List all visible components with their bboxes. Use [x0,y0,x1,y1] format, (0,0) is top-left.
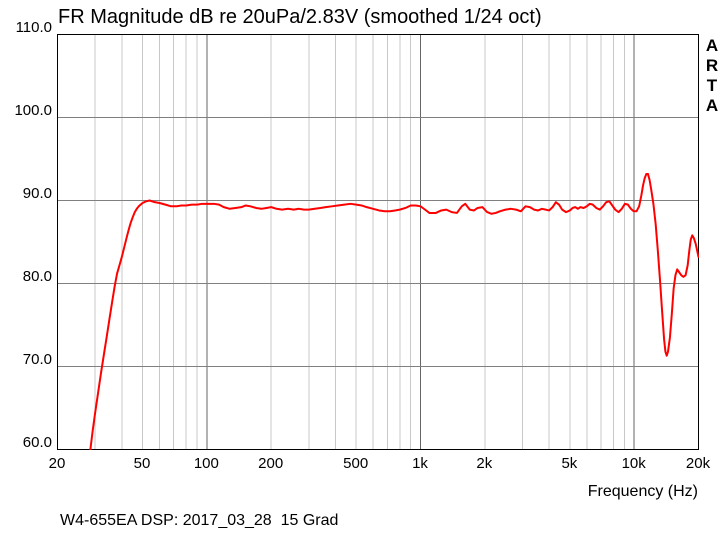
x-tick-label: 50 [133,455,151,472]
watermark-letter: A [705,96,719,115]
y-tick-label: 80.0 [22,268,52,285]
x-tick-label: 200 [258,455,284,472]
y-tick-label: 70.0 [22,351,52,368]
x-tick-label: 20 [48,455,66,472]
x-axis-title: Frequency (Hz) [587,483,698,500]
x-tick-label: 1k [412,455,428,472]
x-tick-label: 10k [621,455,646,472]
y-tick-label: 60.0 [22,434,52,451]
y-tick-label: 100.0 [14,102,52,119]
x-tick-label: 500 [343,455,369,472]
x-tick-label: 20k [685,455,711,472]
chart-title: FR Magnitude dB re 20uPa/2.83V (smoothed… [58,6,542,28]
y-tick-label: 110.0 [15,19,52,36]
chart-caption: W4-655EA DSP: 2017_03_28 15 Grad [60,512,339,529]
watermark-letter: R [705,56,719,75]
plot-frame [57,34,699,450]
x-tick-label: 2k [476,455,493,472]
frequency-response-curve [89,172,699,450]
x-tick-label: 100 [193,455,219,472]
x-tick-label: 5k [561,455,578,472]
plot-canvas [57,34,699,450]
plot-area [57,34,699,450]
watermark-letter: A [705,36,719,55]
watermark-letter: T [706,76,718,95]
y-tick-label: 90.0 [22,185,52,202]
